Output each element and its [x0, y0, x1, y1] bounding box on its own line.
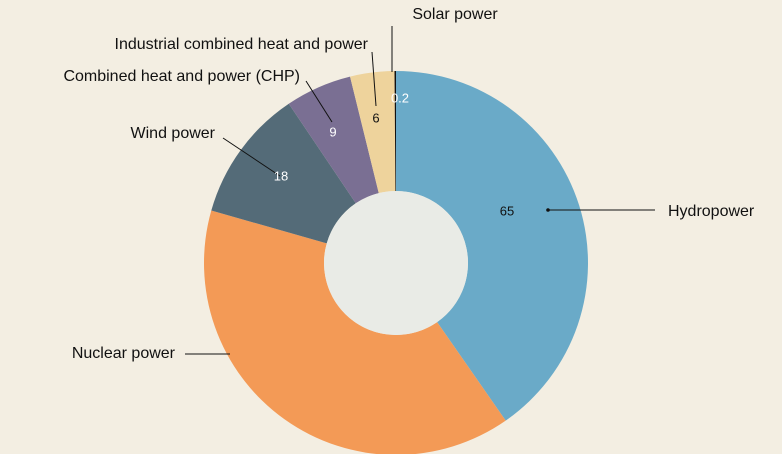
- value-label: 18: [274, 168, 288, 183]
- slice: [288, 76, 379, 204]
- value-label: 65: [500, 203, 514, 218]
- slice: [394, 71, 396, 192]
- slice: [204, 210, 506, 454]
- slice: [396, 71, 588, 421]
- value-label: 9: [329, 124, 336, 139]
- leader-line: [371, 51, 377, 107]
- category-label: Solar power: [412, 6, 498, 23]
- value-label: 6: [372, 110, 379, 125]
- value-label: 0.2: [391, 90, 409, 105]
- category-label: Nuclear power: [72, 345, 176, 362]
- slice: [350, 71, 396, 194]
- leader-dot: [546, 208, 550, 212]
- category-label: Wind power: [131, 125, 216, 142]
- leader-line: [222, 137, 281, 177]
- category-label: Combined heat and power (CHP): [63, 68, 300, 85]
- slice: [211, 103, 356, 244]
- category-label: Industrial combined heat and power: [115, 36, 369, 53]
- category-label: Hydropower: [668, 203, 755, 220]
- leader-line: [305, 80, 333, 123]
- donut-hole: [324, 191, 468, 335]
